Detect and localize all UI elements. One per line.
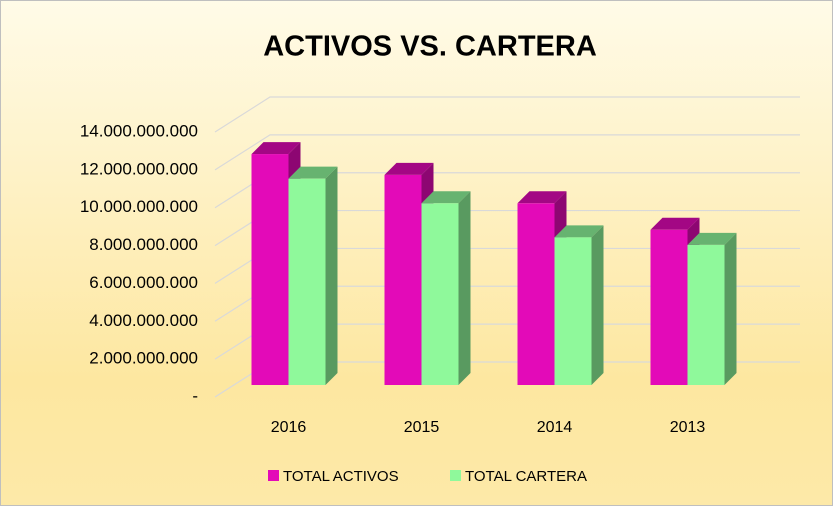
bar-top [687,232,737,245]
bar [554,237,592,385]
bar [251,154,289,385]
x-tick-label: 2013 [670,419,706,436]
legend-label: TOTAL ACTIVOS [283,468,399,485]
y-tick-label: 10.000.000.000 [80,197,198,216]
grid-line [214,134,800,171]
bar [650,229,688,385]
bar-top [421,191,471,204]
bar-top [288,166,338,179]
bar-top [251,142,301,155]
legend-label: TOTAL CARTERA [465,468,587,485]
bar [288,178,326,385]
y-tick-label: 8.000.000.000 [89,235,198,254]
bar-top [650,217,700,230]
y-tick-label: 12.000.000.000 [80,159,198,178]
y-tick-label: 2.000.000.000 [89,349,198,368]
x-tick-label: 2016 [271,419,307,436]
bar [384,174,422,385]
y-tick-label: - [192,386,198,405]
x-tick-label: 2015 [404,419,440,436]
y-tick-label: 6.000.000.000 [89,273,198,292]
bar-side [724,232,737,385]
y-tick-label: 4.000.000.000 [89,311,198,330]
chart-title: ACTIVOS VS. CARTERA [263,31,597,63]
grid-line [214,96,800,133]
bar-top [384,162,434,175]
legend-swatch [450,470,461,481]
bar-side [325,166,338,385]
bar-top [554,225,604,238]
bar [421,203,459,385]
x-tick-label: 2014 [537,419,573,436]
bar-top [517,191,567,204]
bar-side [458,191,471,385]
bar [687,244,725,385]
legend-swatch [268,470,279,481]
bar [517,203,555,385]
y-tick-label: 14.000.000.000 [80,121,198,140]
bar-side [591,225,604,385]
